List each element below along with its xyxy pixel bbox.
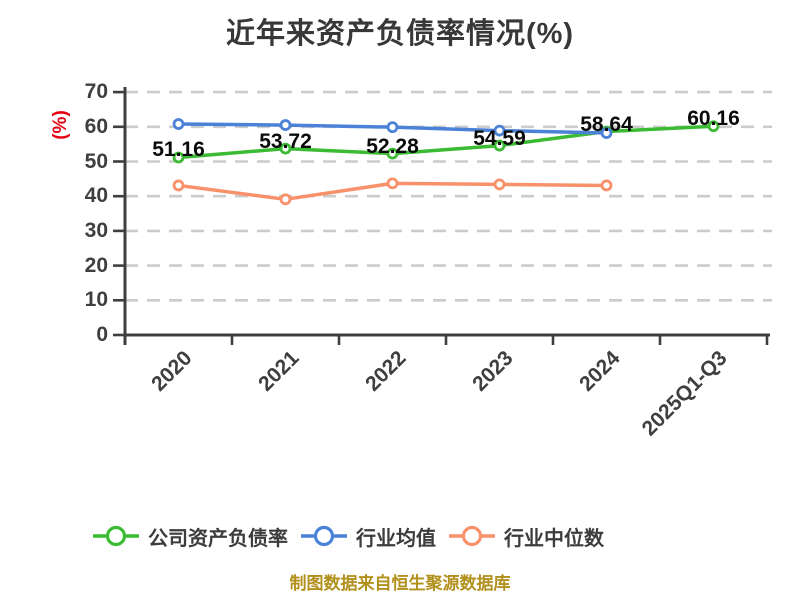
footer-source-note: 制图数据来自恒生聚源数据库: [289, 574, 511, 593]
data-point-行业均值[interactable]: [172, 118, 185, 130]
legend-marker-icon: [449, 525, 495, 547]
data-point-行业均值[interactable]: [386, 121, 399, 134]
y-tick-label: 40: [84, 184, 108, 208]
y-tick-label: 30: [84, 218, 108, 242]
y-tick-label: 10: [84, 288, 108, 312]
data-label: 60.16: [687, 107, 740, 131]
legend-item-label: 行业均值: [356, 527, 436, 550]
data-point-行业中位数[interactable]: [386, 177, 399, 190]
data-point-公司资产负债率[interactable]: [279, 142, 292, 155]
data-label: 51.16: [152, 138, 205, 162]
legend-marker-icon: [301, 525, 347, 547]
chart-legend: 公司资产负债率 行业均值 行业中位数: [93, 521, 604, 551]
data-point-行业中位数[interactable]: [600, 179, 613, 192]
data-label: 53.72: [259, 129, 312, 153]
data-label: 54.59: [473, 126, 526, 150]
data-point-公司资产负债率[interactable]: [386, 147, 399, 160]
chart-title: 近年来资产负债率情况(%): [225, 18, 575, 50]
data-point-行业均值[interactable]: [279, 119, 292, 131]
data-point-公司资产负债率[interactable]: [707, 120, 720, 133]
data-label: 52.28: [366, 134, 419, 158]
data-point-公司资产负债率[interactable]: [493, 139, 506, 152]
data-point-行业中位数[interactable]: [493, 178, 506, 191]
series-line-公司资产负债率: [176, 124, 716, 160]
y-tick-label: 60: [84, 114, 108, 138]
y-tick-label: 50: [84, 149, 108, 173]
data-label: 58.64: [580, 112, 633, 136]
data-point-行业中位数[interactable]: [279, 193, 292, 206]
legend-item-公司资产负债率[interactable]: 公司资产负债率: [93, 521, 288, 551]
y-tick-label: 70: [84, 80, 108, 104]
data-point-行业中位数[interactable]: [172, 179, 185, 192]
data-point-公司资产负债率[interactable]: [172, 151, 185, 164]
legend-item-行业均值[interactable]: 行业均值: [301, 521, 436, 551]
data-point-行业均值[interactable]: [600, 127, 613, 139]
legend-item-label: 公司资产负债率: [148, 527, 288, 550]
y-tick-label: 0: [96, 323, 108, 346]
data-point-行业均值[interactable]: [493, 124, 506, 137]
legend-marker-icon: [93, 525, 139, 547]
y-tick-label: 20: [84, 253, 108, 277]
legend-item-label: 行业中位数: [504, 527, 604, 550]
legend-item-行业中位数[interactable]: 行业中位数: [449, 521, 604, 551]
